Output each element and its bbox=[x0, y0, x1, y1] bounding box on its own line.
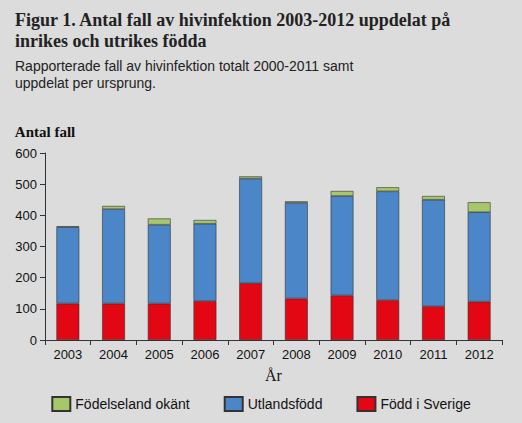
svg-text:2008: 2008 bbox=[282, 347, 311, 362]
svg-text:År: År bbox=[265, 367, 283, 384]
svg-text:2005: 2005 bbox=[145, 347, 174, 362]
svg-text:Födelseland okänt: Födelseland okänt bbox=[75, 396, 190, 412]
svg-text:Rapporterade fall av hivinfekt: Rapporterade fall av hivinfektion totalt… bbox=[15, 58, 357, 74]
svg-text:2009: 2009 bbox=[328, 347, 357, 362]
svg-text:2010: 2010 bbox=[373, 347, 402, 362]
svg-text:0: 0 bbox=[30, 333, 37, 348]
svg-text:100: 100 bbox=[15, 301, 37, 316]
svg-text:600: 600 bbox=[15, 146, 37, 161]
svg-text:2004: 2004 bbox=[99, 347, 128, 362]
svg-text:uppdelat per ursprung.: uppdelat per ursprung. bbox=[15, 75, 156, 91]
svg-text:2012: 2012 bbox=[465, 347, 494, 362]
svg-text:inrikes och utrikes födda: inrikes och utrikes födda bbox=[15, 31, 207, 51]
svg-text:Född i Sverige: Född i Sverige bbox=[380, 396, 470, 412]
svg-text:2007: 2007 bbox=[236, 347, 265, 362]
svg-text:2003: 2003 bbox=[53, 347, 82, 362]
svg-text:Utlandsfödd: Utlandsfödd bbox=[248, 396, 323, 412]
svg-text:300: 300 bbox=[15, 239, 37, 254]
svg-text:400: 400 bbox=[15, 208, 37, 223]
svg-text:2011: 2011 bbox=[419, 347, 447, 362]
svg-text:2006: 2006 bbox=[190, 347, 219, 362]
svg-text:Antal fall: Antal fall bbox=[15, 124, 75, 140]
svg-text:200: 200 bbox=[15, 270, 37, 285]
svg-text:Figur 1. Antal fall av hivinfe: Figur 1. Antal fall av hivinfektion 2003… bbox=[15, 10, 455, 30]
svg-text:500: 500 bbox=[15, 177, 37, 192]
